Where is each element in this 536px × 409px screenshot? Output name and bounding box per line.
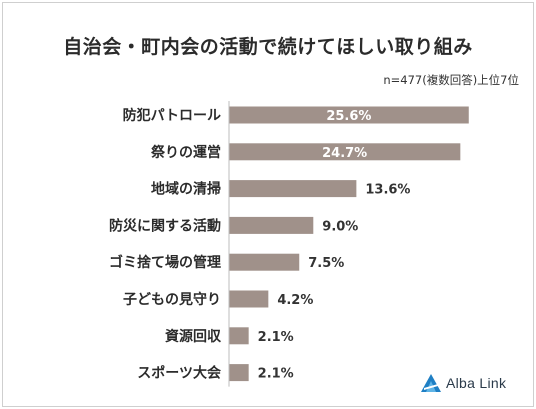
value-label: 7.5%: [308, 256, 344, 271]
bar: [229, 180, 357, 198]
category-label: 地域の清掃: [151, 181, 221, 198]
bar: [229, 216, 314, 234]
value-label: 13.6%: [365, 183, 410, 198]
category-label: 防災に関する活動: [109, 217, 221, 234]
bar: [229, 364, 249, 382]
category-label: スポーツ大会: [137, 365, 222, 382]
category-label: 祭りの運営: [150, 144, 221, 161]
bar: [229, 253, 300, 271]
bar: [229, 143, 461, 161]
bar: [229, 327, 249, 345]
chart-title: 自治会・町内会の活動で続けてほしい取り組み: [63, 36, 473, 58]
value-label: 2.1%: [258, 330, 294, 345]
value-label: 24.7%: [322, 146, 367, 161]
category-label: ゴミ捨て場の管理: [109, 254, 221, 271]
alba-link-logo-text: Alba Link: [446, 375, 507, 391]
value-label: 25.6%: [326, 109, 371, 124]
bar: [229, 290, 269, 308]
value-label: 2.1%: [258, 367, 294, 382]
bar: [229, 106, 469, 124]
category-label: 防犯パトロール: [123, 107, 221, 124]
value-label: 9.0%: [322, 219, 358, 234]
category-label: 資源回収: [165, 328, 222, 345]
sample-note: n=477(複数回答)上位7位: [383, 73, 519, 87]
category-label: 子どもの見守り: [123, 291, 221, 308]
value-label: 4.2%: [277, 293, 313, 308]
alba-link-logo-icon: [421, 374, 441, 392]
alba-link-logo: Alba Link: [420, 372, 506, 394]
